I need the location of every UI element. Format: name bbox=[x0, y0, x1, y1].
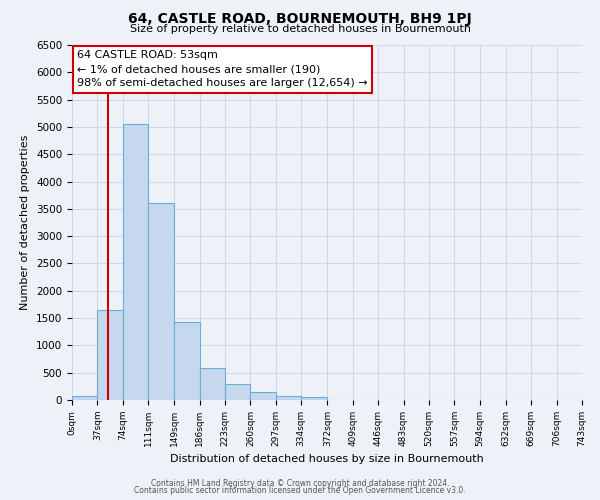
Text: Size of property relative to detached houses in Bournemouth: Size of property relative to detached ho… bbox=[130, 24, 470, 34]
X-axis label: Distribution of detached houses by size in Bournemouth: Distribution of detached houses by size … bbox=[170, 454, 484, 464]
Bar bbox=[301, 398, 328, 400]
Text: Contains public sector information licensed under the Open Government Licence v3: Contains public sector information licen… bbox=[134, 486, 466, 495]
Text: 64 CASTLE ROAD: 53sqm
← 1% of detached houses are smaller (190)
98% of semi-deta: 64 CASTLE ROAD: 53sqm ← 1% of detached h… bbox=[77, 50, 368, 88]
Bar bbox=[72, 396, 97, 400]
Bar bbox=[148, 204, 174, 400]
Bar bbox=[97, 310, 123, 400]
Bar bbox=[250, 392, 276, 400]
Bar bbox=[174, 322, 200, 400]
Y-axis label: Number of detached properties: Number of detached properties bbox=[20, 135, 31, 310]
Text: 64, CASTLE ROAD, BOURNEMOUTH, BH9 1PJ: 64, CASTLE ROAD, BOURNEMOUTH, BH9 1PJ bbox=[128, 12, 472, 26]
Bar bbox=[225, 384, 250, 400]
Bar bbox=[123, 124, 148, 400]
Bar bbox=[276, 396, 301, 400]
Text: Contains HM Land Registry data © Crown copyright and database right 2024.: Contains HM Land Registry data © Crown c… bbox=[151, 478, 449, 488]
Bar bbox=[200, 368, 225, 400]
